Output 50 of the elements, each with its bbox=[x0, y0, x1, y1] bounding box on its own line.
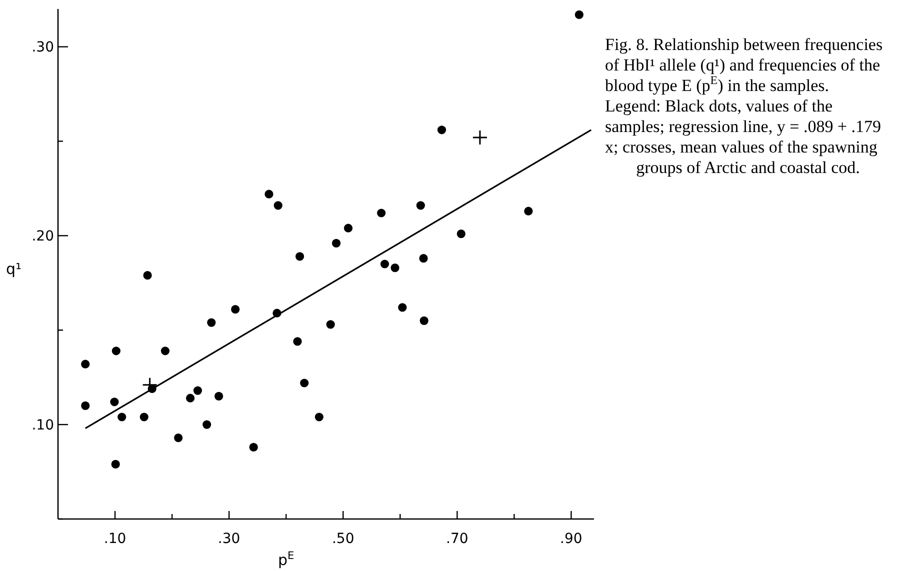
point bbox=[390, 263, 400, 272]
x-axis-title: p$^{E}$ bbox=[278, 550, 294, 569]
point bbox=[202, 420, 212, 429]
point bbox=[110, 398, 119, 406]
point bbox=[293, 337, 302, 346]
point bbox=[143, 271, 152, 280]
x-tick-label: .70 bbox=[446, 531, 468, 547]
point bbox=[456, 229, 466, 238]
point bbox=[111, 460, 120, 469]
point bbox=[574, 10, 584, 19]
point bbox=[344, 224, 353, 232]
point bbox=[420, 316, 428, 325]
point bbox=[160, 346, 170, 356]
point bbox=[419, 254, 428, 263]
y-tick-label: .30 bbox=[32, 40, 54, 56]
point bbox=[142, 377, 158, 393]
x-tick-label: .50 bbox=[332, 531, 354, 547]
point bbox=[81, 360, 90, 368]
point bbox=[437, 126, 446, 134]
x-tick-label: .10 bbox=[104, 531, 126, 547]
y-tick-label: .10 bbox=[32, 417, 54, 434]
y-axis-title: q¹ bbox=[6, 260, 22, 278]
y-tick-label: .20 bbox=[32, 228, 54, 245]
point bbox=[416, 201, 425, 210]
point bbox=[174, 433, 183, 442]
point bbox=[377, 208, 386, 218]
point bbox=[231, 305, 240, 314]
point bbox=[524, 206, 533, 216]
x-tick-label: .90 bbox=[560, 531, 582, 547]
point bbox=[140, 412, 148, 422]
point bbox=[81, 401, 90, 410]
point bbox=[326, 320, 335, 329]
point bbox=[112, 346, 120, 356]
point bbox=[264, 190, 274, 198]
point bbox=[249, 442, 258, 452]
point bbox=[398, 303, 407, 312]
point bbox=[332, 238, 341, 248]
text: Fig. 8. Relationship between frequencies of HbI¹ allele (q¹) and frequencies of the blood type E (p$^{E}$) in the samples. Legend: Black dots, values of the samples; regression line, y = .089 + .179 x; crosses, mean values of the spawning groups of Arctic and coastal cod. bbox=[605, 35, 883, 177]
x-tick-label: .30 bbox=[218, 531, 240, 547]
point bbox=[274, 201, 282, 210]
point bbox=[193, 386, 202, 395]
point bbox=[380, 260, 390, 268]
point bbox=[118, 412, 126, 422]
point bbox=[207, 318, 216, 327]
point bbox=[314, 412, 324, 422]
point bbox=[186, 394, 195, 402]
point bbox=[214, 392, 224, 401]
point bbox=[295, 252, 304, 261]
point bbox=[472, 130, 488, 146]
point bbox=[300, 378, 309, 388]
